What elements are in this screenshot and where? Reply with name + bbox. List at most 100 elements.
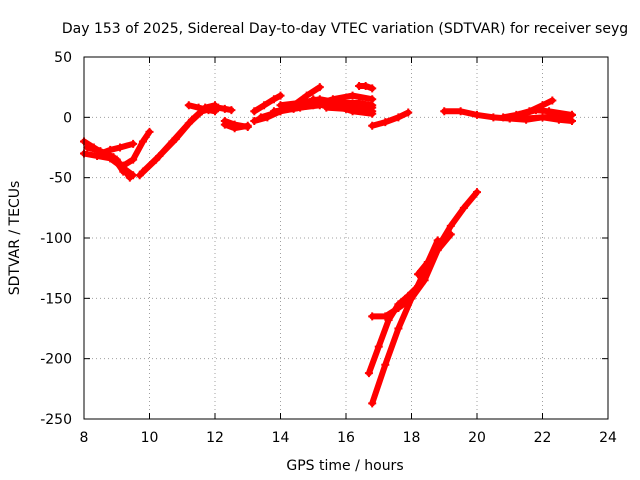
data-points	[80, 81, 576, 408]
y-axis-label: SDTVAR / TECUs	[7, 181, 23, 296]
series-arc-20	[368, 108, 413, 130]
series-arc-18	[322, 103, 377, 113]
data-point	[276, 91, 285, 100]
data-point	[116, 143, 125, 152]
data-point	[548, 96, 557, 105]
data-point	[567, 110, 576, 119]
data-point	[220, 120, 229, 129]
data-point	[250, 107, 259, 116]
data-point	[368, 121, 377, 130]
data-point	[348, 91, 357, 100]
data-point	[381, 118, 390, 127]
series-trace	[120, 128, 153, 169]
y-tick-label: -50	[49, 171, 72, 187]
data-point	[446, 221, 455, 230]
data-point	[129, 139, 138, 148]
data-point	[545, 107, 554, 116]
data-point	[138, 167, 147, 176]
data-point	[446, 230, 455, 239]
data-point	[473, 188, 481, 197]
data-point	[276, 101, 285, 110]
data-point	[342, 104, 350, 113]
x-tick-label: 8	[80, 430, 89, 446]
data-point	[315, 83, 324, 92]
y-tick-label: -150	[40, 291, 72, 307]
data-point	[296, 98, 305, 107]
data-point	[256, 113, 265, 122]
data-point	[407, 294, 416, 303]
series-trace	[369, 189, 480, 407]
data-point	[145, 127, 154, 136]
data-point	[423, 258, 432, 267]
data-point	[531, 106, 540, 115]
data-point	[414, 270, 423, 279]
chart-title: Day 153 of 2025, Sidereal Day-to-day VTE…	[62, 21, 628, 37]
data-point	[489, 113, 498, 122]
data-point	[188, 115, 197, 124]
data-point	[505, 114, 514, 123]
data-point	[368, 103, 377, 112]
x-tick-label: 16	[337, 430, 355, 446]
data-point	[554, 115, 563, 124]
data-point	[440, 107, 449, 116]
data-point	[109, 153, 118, 162]
data-point	[420, 276, 429, 285]
data-point	[194, 103, 203, 112]
series-trace	[369, 109, 412, 129]
series-trace	[84, 144, 127, 175]
x-tick-label: 24	[599, 430, 617, 446]
x-tick-label: 14	[272, 430, 290, 446]
data-point	[522, 115, 531, 124]
data-point	[220, 104, 229, 113]
data-point	[322, 103, 331, 112]
series-trace	[516, 107, 575, 118]
series-arc-21	[368, 188, 481, 408]
data-point	[459, 203, 468, 212]
data-point	[433, 236, 442, 245]
series-arc-23	[368, 230, 455, 321]
series-arc-9	[214, 103, 236, 115]
tick-labels: 8 10 12 14 16 18 20 22 24 50 0 -50 -100 -150 -200 -250	[40, 50, 617, 446]
x-tick-label: 12	[206, 430, 224, 446]
series-arc-8	[184, 101, 219, 116]
data-point	[138, 137, 147, 146]
series-arc-28	[515, 106, 576, 119]
data-point	[374, 342, 383, 351]
x-tick-label: 22	[534, 430, 552, 446]
data-point	[302, 91, 311, 100]
x-tick-label: 20	[468, 430, 486, 446]
data-point	[394, 113, 403, 122]
data-point	[204, 106, 213, 115]
x-axis-label: GPS time / hours	[286, 458, 403, 474]
data-point	[155, 151, 164, 160]
data-point	[260, 101, 269, 110]
data-point	[394, 303, 403, 312]
data-point	[227, 106, 236, 115]
y-tick-label: -100	[40, 231, 72, 247]
series-arc-5	[119, 127, 154, 170]
series-trace	[251, 92, 284, 115]
data-point	[269, 95, 278, 104]
x-tick-label: 18	[403, 430, 421, 446]
series-arc-11	[220, 120, 252, 133]
axis-ticks	[83, 56, 609, 420]
y-tick-label: -250	[40, 412, 72, 428]
series-arc-12	[250, 91, 285, 116]
series-arc-4	[83, 143, 128, 176]
series-arc-19	[355, 81, 377, 93]
data-point	[171, 135, 180, 144]
data-point	[269, 107, 278, 116]
data-point	[381, 312, 390, 321]
data-point	[404, 108, 413, 117]
data-point	[119, 161, 128, 170]
data-point	[184, 101, 193, 110]
data-point	[243, 121, 252, 130]
data-point	[309, 95, 318, 104]
data-point	[433, 243, 442, 252]
data-point	[368, 312, 377, 321]
data-point	[250, 116, 259, 125]
data-point	[129, 155, 138, 164]
data-point	[214, 103, 223, 112]
data-point	[515, 110, 524, 119]
